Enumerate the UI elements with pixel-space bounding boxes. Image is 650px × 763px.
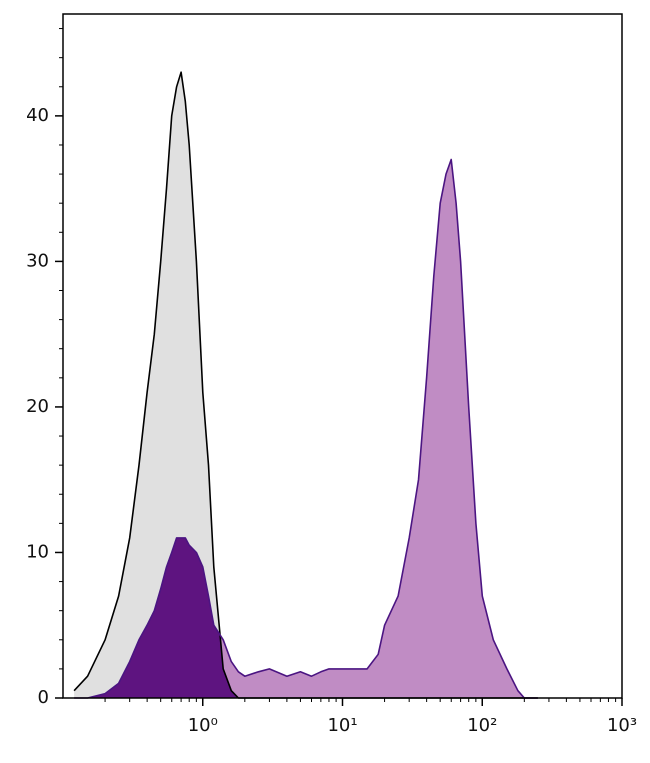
plot-area [73, 71, 538, 699]
x-tick-label: 10³ [607, 715, 637, 736]
y-tick-label: 30 [26, 250, 49, 271]
x-tick-label: 10² [467, 715, 497, 736]
x-tick-label: 10⁰ [188, 715, 218, 736]
series-line [74, 158, 538, 699]
x-tick-label: 10¹ [327, 715, 357, 736]
y-tick-label: 20 [26, 396, 49, 417]
series-area [74, 72, 538, 698]
y-tick-label: 0 [38, 687, 49, 708]
y-tick-label: 10 [26, 541, 49, 562]
y-tick-label: 40 [26, 105, 49, 126]
